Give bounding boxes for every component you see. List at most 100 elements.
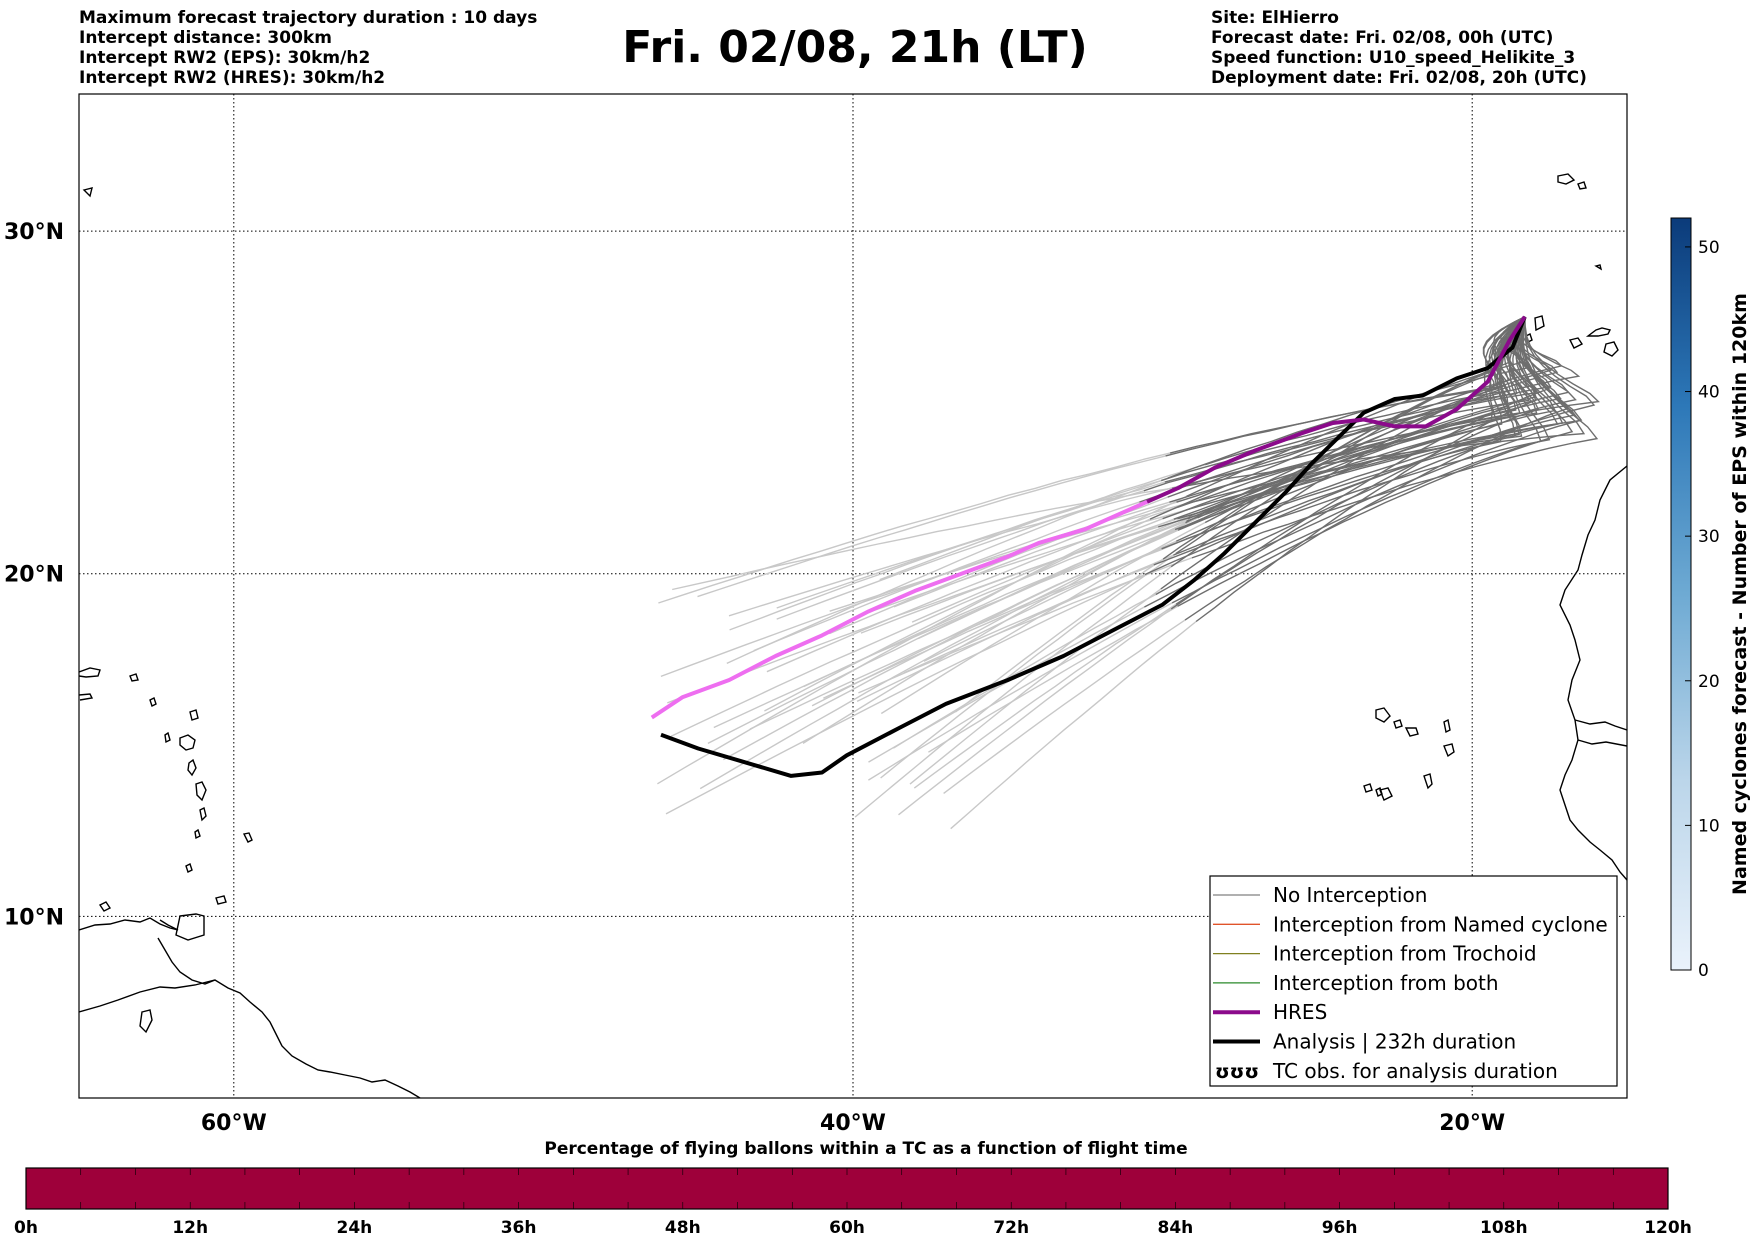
eps-trajectory-far bbox=[707, 515, 1189, 745]
eps-trajectory-far bbox=[672, 487, 1173, 591]
island-santiago bbox=[1379, 787, 1393, 801]
analysis-trajectory bbox=[660, 315, 1527, 778]
island-brava bbox=[1375, 787, 1383, 797]
island-madeira-2 bbox=[1577, 181, 1587, 190]
eps-trajectory-near bbox=[1178, 316, 1526, 530]
eps-trajectory-far bbox=[658, 452, 1171, 604]
island-small-3 bbox=[139, 1009, 153, 1034]
legend-label: HRES bbox=[1273, 1000, 1327, 1024]
lon-label: 60°W bbox=[201, 1111, 267, 1136]
coast-north-venezuela bbox=[79, 917, 179, 931]
eps-trajectory-near bbox=[1144, 316, 1583, 608]
legend-item: Analysis | 232h duration bbox=[1213, 1030, 1516, 1054]
header-right-info: Site: ElHierro Forecast date: Fri. 02/08… bbox=[1211, 8, 1587, 88]
island-sao-vicente bbox=[1393, 719, 1403, 729]
hres-trajectory-layer bbox=[650, 315, 1527, 720]
lon-label: 40°W bbox=[820, 1111, 886, 1136]
bottom-bar-tick-label: 96h bbox=[1322, 1218, 1358, 1238]
speed-function-text: Speed function: U10_speed_Helikite_3 bbox=[1211, 48, 1576, 68]
eps-trajectory-near bbox=[1169, 316, 1526, 454]
island-sao-nicolau bbox=[1404, 727, 1419, 737]
island-barbados bbox=[242, 832, 253, 843]
eps-trajectory-far bbox=[726, 477, 1168, 665]
bottom-bar-tick-label: 48h bbox=[665, 1218, 701, 1238]
bottom-bar-tick-label: 0h bbox=[14, 1218, 38, 1238]
bottom-bar-tick-label: 84h bbox=[1158, 1218, 1194, 1238]
eps-trajectory-far bbox=[697, 455, 1166, 598]
island-stlucia bbox=[199, 806, 207, 822]
eps-trajectory-far bbox=[898, 608, 1172, 816]
legend-label: Interception from Trochoid bbox=[1273, 942, 1537, 966]
eps-trajectory-near bbox=[1184, 316, 1569, 621]
analysis-trajectory-layer bbox=[660, 315, 1527, 778]
eps-trajectory-far bbox=[670, 518, 1175, 737]
colorbar-tick-label: 0 bbox=[1698, 961, 1709, 981]
bottom-bar-tick-label: 36h bbox=[501, 1218, 537, 1238]
island-santo-antao bbox=[1375, 707, 1391, 723]
deployment-date-text: Deployment date: Fri. 02/08, 20h (UTC) bbox=[1211, 68, 1587, 88]
colorbar-right: 0 10 20 30 40 50 Named cyclones forecast - Nu… bbox=[1670, 217, 1751, 981]
header-left-info: Maximum forecast trajectory duration : 1… bbox=[79, 8, 537, 88]
eps-trajectory-far bbox=[893, 593, 1157, 749]
eps-trajectory-near bbox=[1167, 316, 1581, 498]
colorbar-tick-label: 10 bbox=[1698, 816, 1720, 836]
eps-trajectory-far bbox=[861, 509, 1187, 616]
island-aruba bbox=[98, 901, 112, 912]
eps-trajectory-far bbox=[699, 517, 1199, 790]
eps-trajectory-far bbox=[776, 490, 1144, 620]
legend-label: Analysis | 232h duration bbox=[1273, 1030, 1516, 1054]
eps-trajectory-far bbox=[950, 620, 1197, 830]
eps-trajectory-near bbox=[1177, 316, 1574, 607]
island-virgin bbox=[129, 673, 139, 682]
island-antigua bbox=[189, 709, 199, 721]
legend-item: Interception from Trochoid bbox=[1213, 942, 1537, 966]
lat-label: 30°N bbox=[4, 220, 64, 245]
eps-trajectory-far bbox=[860, 518, 1178, 634]
bottom-bar-tick-label: 24h bbox=[337, 1218, 373, 1238]
island-fogo bbox=[1363, 783, 1373, 793]
bottom-colorbar: Percentage of flying ballons within a TC… bbox=[14, 1139, 1692, 1238]
island-madeira bbox=[1557, 173, 1576, 185]
legend-box bbox=[1209, 875, 1618, 1087]
island-small-4 bbox=[82, 187, 93, 198]
legend-item: ʊʊʊ TC obs. for analysis duration bbox=[1215, 1059, 1558, 1083]
coast-south-america bbox=[79, 979, 421, 1098]
legend-label: TC obs. for analysis duration bbox=[1272, 1059, 1558, 1083]
trajectories-layer bbox=[650, 315, 1600, 830]
coastlines bbox=[79, 173, 1627, 1098]
legend-label: No Interception bbox=[1273, 883, 1427, 907]
island-grenada bbox=[185, 863, 193, 873]
legend-item: HRES bbox=[1213, 1000, 1327, 1024]
coast-west-africa bbox=[1559, 465, 1627, 881]
eps-trajectory-far bbox=[713, 528, 1176, 729]
eps-trajectory-near bbox=[1185, 316, 1526, 524]
eps-trajectory-near bbox=[1175, 316, 1540, 605]
island-small-1 bbox=[149, 697, 157, 707]
bottom-bar-tick-label: 108h bbox=[1480, 1218, 1528, 1238]
island-hispaniola bbox=[79, 693, 94, 701]
eps-trajectory-far bbox=[856, 554, 1174, 703]
eps-trajectory-far bbox=[665, 573, 1146, 815]
island-dominica bbox=[187, 758, 197, 777]
eps-trajectory-far bbox=[880, 552, 1177, 779]
hres-trajectory-far bbox=[650, 499, 1148, 720]
legend-item: Interception from Named cyclone bbox=[1213, 912, 1608, 936]
max-duration-text: Maximum forecast trajectory duration : 1… bbox=[79, 8, 538, 28]
eps-trajectory-far bbox=[858, 557, 1193, 694]
intercept-distance-text: Intercept distance: 300km bbox=[79, 28, 332, 48]
hres-trajectory-near bbox=[1146, 315, 1527, 504]
legend-item: Interception from both bbox=[1213, 971, 1499, 995]
colorbar-label: Named cyclones forecast - Number of EPS … bbox=[1729, 293, 1751, 895]
island-selvagens bbox=[1594, 264, 1603, 271]
island-fuerteventura bbox=[1568, 337, 1584, 349]
coast-senegal bbox=[1574, 719, 1627, 731]
eps-trajectory-far bbox=[657, 495, 1187, 785]
eps-trajectory-near bbox=[1170, 316, 1551, 610]
eps-trajectory-near bbox=[1175, 316, 1526, 554]
island-margarita bbox=[215, 895, 227, 905]
eps-trajectory-near bbox=[1170, 316, 1526, 568]
island-stvincent bbox=[194, 828, 201, 840]
eps-trajectory-far bbox=[913, 603, 1177, 789]
intercept-eps-text: Intercept RW2 (EPS): 30km/h2 bbox=[79, 48, 371, 68]
